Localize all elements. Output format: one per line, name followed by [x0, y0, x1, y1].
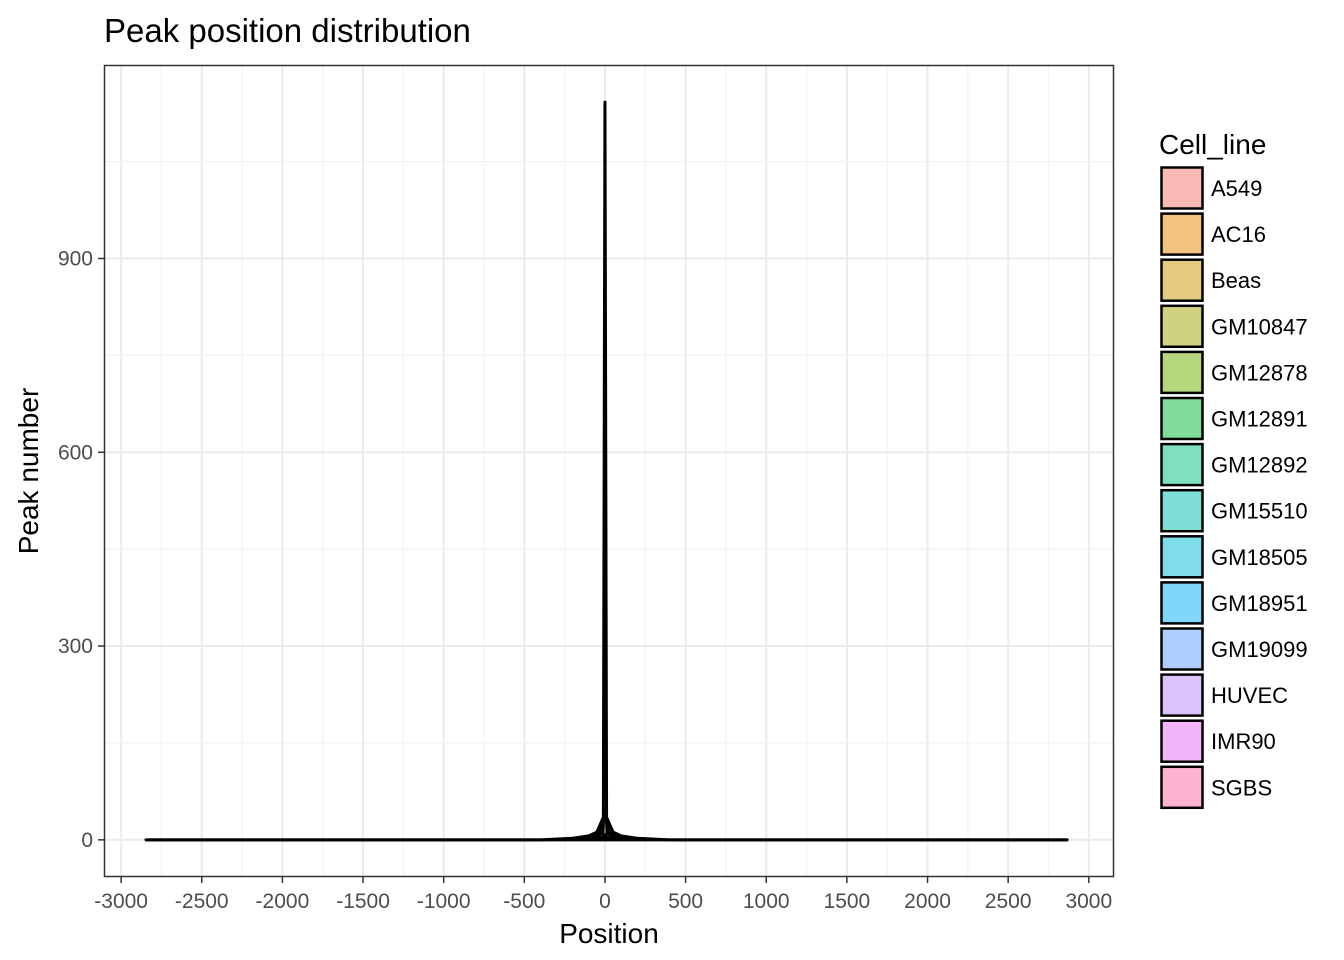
x-tick-label: 1500 [824, 890, 871, 913]
legend-label: GM10847 [1211, 314, 1308, 339]
x-tick-label: -3000 [94, 890, 148, 913]
legend-label: GM19099 [1211, 637, 1308, 662]
y-tick-label: 300 [58, 635, 93, 658]
x-tick-label: 2000 [904, 890, 951, 913]
y-axis: 0 300 600 900 [58, 247, 105, 852]
x-tick-label: 500 [668, 890, 703, 913]
legend-label: GM18505 [1211, 545, 1308, 570]
legend-label: GM15510 [1211, 499, 1308, 524]
plot-outlines [145, 100, 1068, 842]
panel-border [103, 64, 1115, 878]
legend-key-imr90 [1160, 719, 1204, 763]
legend-label: SGBS [1211, 775, 1272, 800]
legend-label: GM18951 [1211, 591, 1308, 616]
legend-label: GM12891 [1211, 407, 1308, 432]
legend-label: Beas [1211, 268, 1261, 293]
y-axis-title: Peak number [13, 388, 44, 555]
legend-title: Cell_line [1159, 129, 1266, 160]
legend-key-gm12891 [1160, 396, 1204, 441]
legend-label: GM12892 [1211, 453, 1308, 478]
legend-key-sgbs [1160, 765, 1204, 810]
x-tick-label: -1500 [336, 890, 390, 913]
x-tick-label: -2000 [256, 890, 310, 913]
x-tick-label: 1000 [743, 890, 790, 913]
legend-key-huvec [1160, 673, 1204, 717]
legend-key-beas [1160, 258, 1204, 302]
x-tick-label: -2500 [175, 890, 229, 913]
legend-key-gm10847 [1160, 304, 1204, 349]
legend-key-gm18505 [1160, 535, 1204, 579]
x-tick-label: 0 [599, 890, 611, 913]
x-axis: -3000 -2500 -2000 -1500 -1000 -500 0 500 1000 150… [94, 876, 1112, 913]
chart-title: Peak position distribution [104, 12, 471, 49]
legend-label: GM12878 [1211, 360, 1308, 385]
y-tick-label: 600 [58, 441, 93, 464]
legend-label: IMR90 [1211, 729, 1276, 754]
legend-label: HUVEC [1211, 683, 1288, 708]
legend-key-gm19099 [1160, 627, 1204, 671]
y-tick-label: 0 [81, 829, 93, 852]
legend-label: A549 [1211, 176, 1262, 201]
legend-key-gm15510 [1160, 488, 1204, 533]
legend-key-gm18951 [1160, 581, 1204, 625]
legend-key-ac16 [1160, 212, 1204, 256]
stack-outline [145, 100, 1068, 842]
x-tick-label: 3000 [1065, 890, 1112, 913]
legend-key-gm12878 [1160, 350, 1204, 395]
y-tick-label: 900 [58, 247, 93, 270]
x-tick-label: -500 [503, 890, 545, 913]
x-tick-label: 2500 [985, 890, 1032, 913]
legend-label: AC16 [1211, 222, 1266, 247]
legend-key-gm12892 [1160, 442, 1204, 487]
legend: Cell_line A549 AC16 Beas GM10847 GM12878 GM12… [1159, 129, 1308, 810]
x-tick-label: -1000 [417, 890, 471, 913]
x-axis-title: Position [559, 918, 659, 949]
legend-key-a549 [1160, 166, 1204, 210]
